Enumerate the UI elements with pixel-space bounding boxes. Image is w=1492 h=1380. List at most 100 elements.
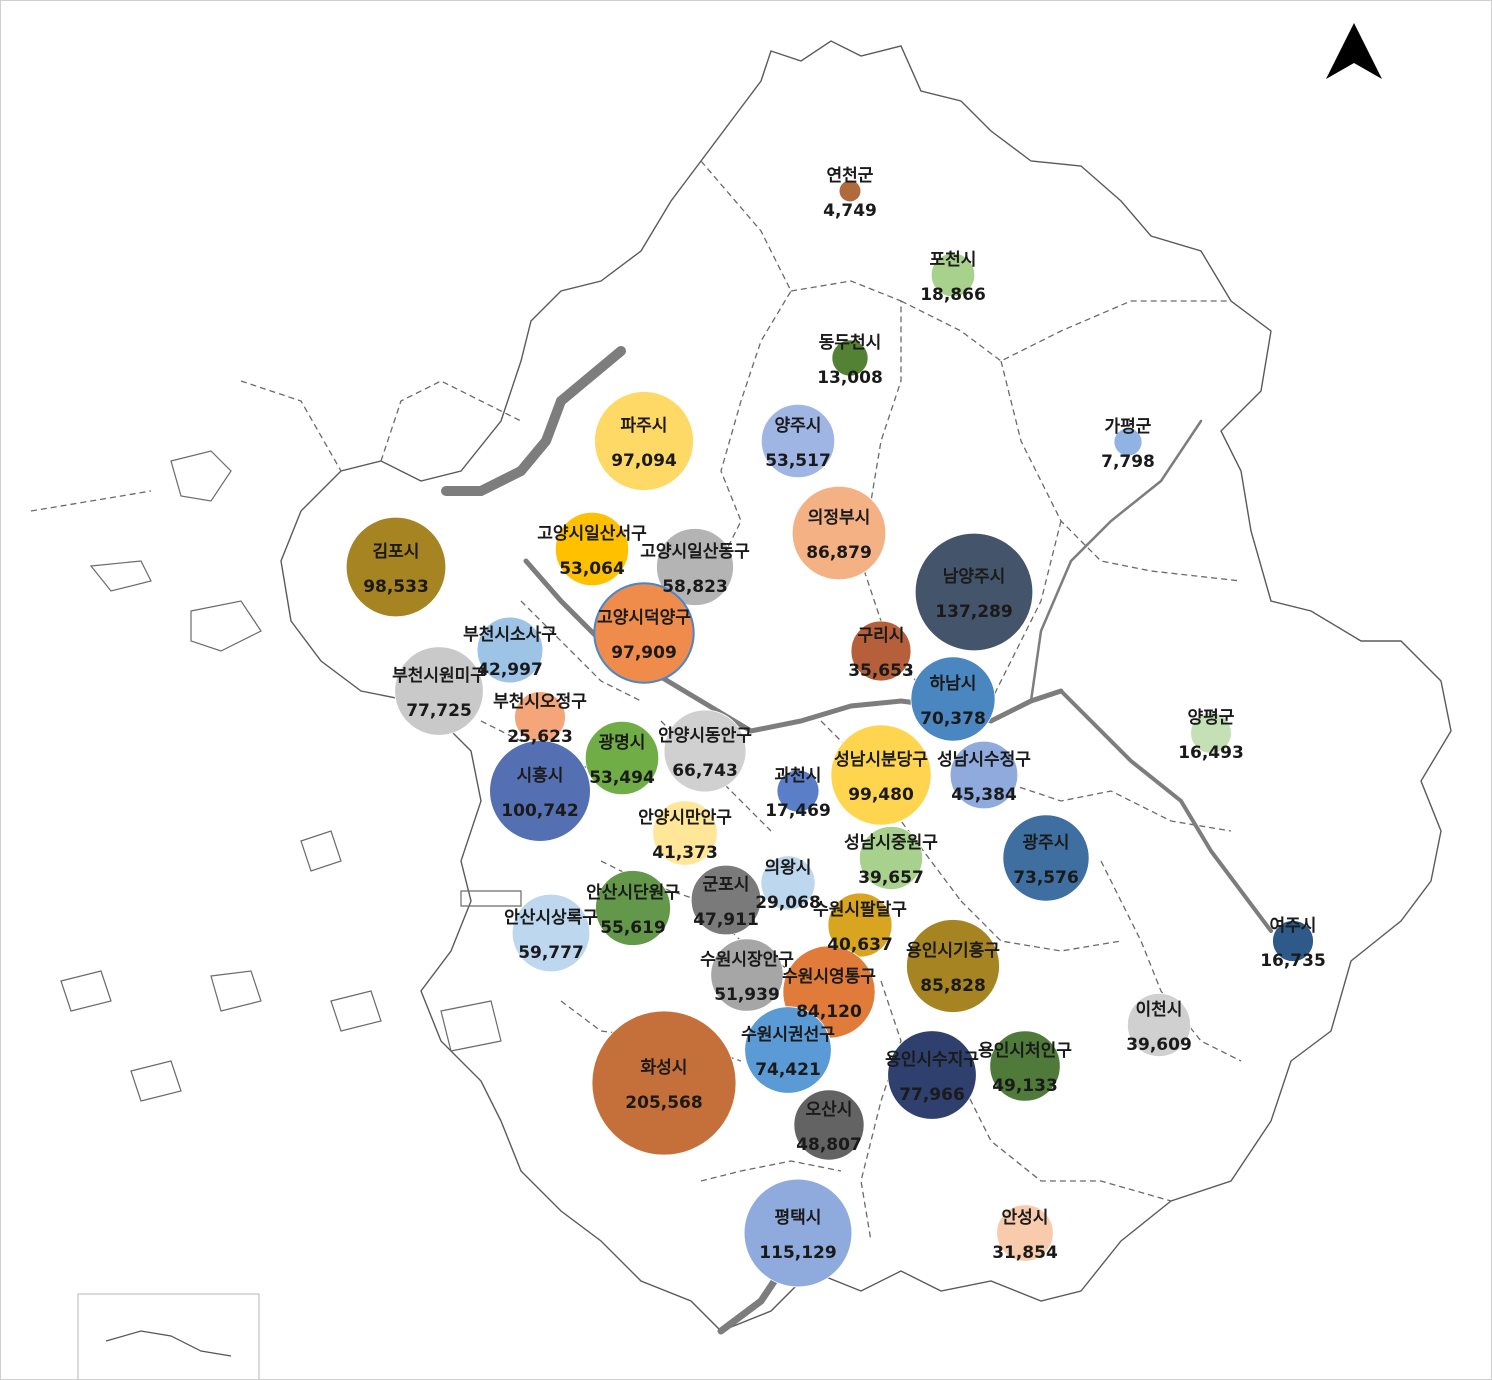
region-bubble bbox=[831, 339, 869, 377]
region-bubble bbox=[591, 1010, 737, 1156]
region-name-label: 가평군 bbox=[1105, 417, 1152, 437]
region-value-label: 35,653 bbox=[848, 661, 914, 681]
region-value-label: 74,421 bbox=[755, 1060, 821, 1080]
region-name-label: 수원시권선구 bbox=[741, 1025, 835, 1045]
region-value-label: 51,939 bbox=[714, 985, 780, 1005]
region-bubble bbox=[1002, 814, 1090, 902]
region-name-label: 수원시영통구 bbox=[782, 967, 876, 987]
region-name-label: 양주시 bbox=[775, 416, 822, 436]
region-name-label: 성남시분당구 bbox=[834, 750, 928, 770]
region-value-label: 48,807 bbox=[796, 1135, 862, 1155]
region-bubble bbox=[760, 855, 816, 911]
region-value-label: 40,637 bbox=[827, 935, 893, 955]
region-value-label: 39,609 bbox=[1126, 1035, 1192, 1055]
region-value-label: 53,494 bbox=[589, 768, 655, 788]
region-bubble bbox=[489, 740, 591, 842]
region-value-label: 77,725 bbox=[406, 701, 472, 721]
region-name-label: 용인시수지구 bbox=[885, 1050, 979, 1070]
region-value-label: 55,619 bbox=[600, 918, 666, 938]
region-value-label: 58,823 bbox=[662, 577, 728, 597]
region-name-label: 남양주시 bbox=[943, 567, 1006, 587]
region-value-label: 84,120 bbox=[796, 1002, 862, 1022]
region-bubble bbox=[838, 179, 862, 203]
label-layer: 연천군 4,749 포천시 18,866 동두천시 13,008 파주시 97,094 양주시 5… bbox=[363, 166, 1326, 1263]
west-coast-islands bbox=[60, 450, 522, 1102]
region-name-label: 과천시 bbox=[775, 766, 822, 786]
region-value-label: 41,373 bbox=[652, 843, 718, 863]
region-name-label: 시흥시 bbox=[517, 765, 564, 786]
region-bubble bbox=[743, 1178, 853, 1288]
region-value-label: 53,064 bbox=[559, 559, 625, 579]
province-outline bbox=[280, 40, 1452, 1332]
region-value-label: 49,133 bbox=[992, 1076, 1058, 1096]
region-value-label: 66,743 bbox=[672, 761, 738, 781]
region-value-label: 31,854 bbox=[992, 1243, 1058, 1263]
region-value-label: 98,533 bbox=[363, 577, 429, 597]
region-bubble bbox=[859, 826, 924, 891]
region-value-label: 77,966 bbox=[899, 1085, 965, 1105]
region-name-label: 김포시 bbox=[373, 542, 420, 562]
region-value-label: 97,909 bbox=[611, 643, 677, 663]
region-value-label: 97,094 bbox=[611, 451, 677, 471]
region-name-label: 이천시 bbox=[1136, 1000, 1183, 1020]
region-bubble bbox=[656, 528, 734, 606]
region-bubble bbox=[906, 919, 1000, 1013]
region-name-label: 고양시덕양구 bbox=[597, 608, 691, 628]
region-name-label: 오산시 bbox=[806, 1100, 853, 1120]
region-name-label: 포천시 bbox=[930, 250, 977, 270]
region-bubble bbox=[791, 485, 887, 581]
region-name-label: 광주시 bbox=[1023, 833, 1070, 853]
region-name-label: 부천시오정구 bbox=[493, 692, 587, 712]
region-value-label: 39,657 bbox=[858, 868, 924, 888]
region-bubble bbox=[910, 656, 996, 742]
region-value-label: 205,568 bbox=[625, 1093, 702, 1113]
region-value-label: 86,879 bbox=[806, 543, 872, 563]
region-name-label: 연천군 bbox=[827, 166, 874, 186]
region-value-label: 70,378 bbox=[920, 709, 986, 729]
region-bubble bbox=[827, 892, 893, 958]
region-value-label: 42,997 bbox=[477, 660, 543, 680]
region-name-label: 안양시만안구 bbox=[638, 808, 732, 828]
region-bubble bbox=[690, 864, 762, 936]
region-bubble bbox=[1127, 993, 1192, 1058]
region-bubble bbox=[793, 1089, 865, 1161]
region-name-label: 여주시 bbox=[1270, 916, 1317, 936]
region-value-label: 16,735 bbox=[1260, 951, 1326, 971]
region-bubble bbox=[555, 511, 630, 586]
region-name-label: 평택시 bbox=[775, 1208, 822, 1228]
region-bubble bbox=[345, 516, 447, 618]
inset-box bbox=[77, 1293, 260, 1379]
region-name-label: 안성시 bbox=[1002, 1208, 1049, 1228]
region-bubble bbox=[989, 1030, 1061, 1102]
region-name-label: 용인시기흥구 bbox=[906, 940, 1000, 961]
region-bubble bbox=[850, 620, 912, 682]
region-name-label: 수원시팔달구 bbox=[813, 899, 907, 920]
region-name-label: 화성시 bbox=[641, 1058, 688, 1078]
region-value-label: 53,517 bbox=[765, 451, 831, 471]
region-bubble bbox=[595, 870, 671, 946]
region-name-label: 동두천시 bbox=[819, 333, 882, 353]
region-bubble bbox=[1113, 427, 1143, 457]
region-value-label: 73,576 bbox=[1013, 868, 1079, 888]
bubble-layer bbox=[345, 179, 1314, 1288]
region-name-label: 안산시단원구 bbox=[586, 883, 680, 903]
region-value-label: 16,493 bbox=[1178, 743, 1244, 763]
region-value-label: 100,742 bbox=[501, 801, 578, 821]
region-name-label: 의왕시 bbox=[765, 858, 812, 878]
region-bubble bbox=[1190, 712, 1232, 754]
region-value-label: 59,777 bbox=[518, 943, 584, 963]
region-value-label: 17,469 bbox=[765, 801, 831, 821]
region-name-label: 양평군 bbox=[1188, 708, 1235, 728]
region-bubble bbox=[949, 740, 1019, 810]
region-name-label: 성남시수정구 bbox=[937, 750, 1031, 770]
region-value-label: 115,129 bbox=[759, 1243, 836, 1263]
region-name-label: 부천시소사구 bbox=[463, 625, 557, 645]
region-bubble bbox=[593, 582, 695, 684]
region-name-label: 용인시처인구 bbox=[978, 1041, 1072, 1061]
region-bubble bbox=[1272, 920, 1314, 962]
region-bubble bbox=[760, 403, 836, 479]
region-value-label: 45,384 bbox=[951, 785, 1017, 805]
region-value-label: 25,623 bbox=[507, 727, 573, 747]
region-name-label: 부천시원미구 bbox=[392, 666, 486, 686]
